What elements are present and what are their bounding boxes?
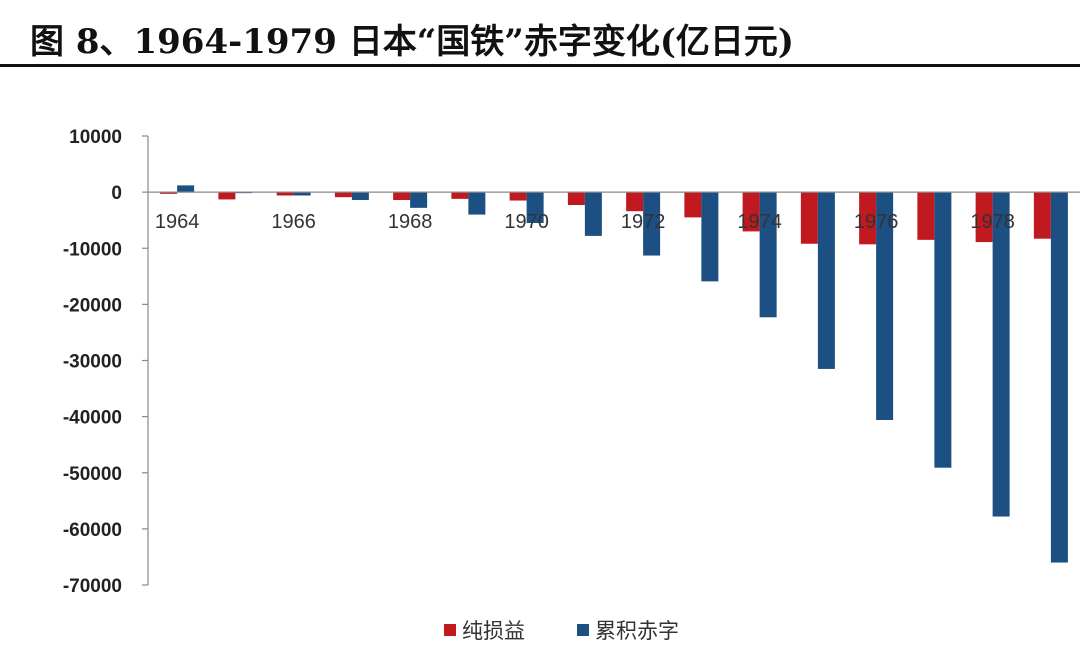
x-tick-label: 1966: [271, 211, 316, 233]
y-tick-label: -70000: [63, 576, 122, 597]
x-axis-tick-labels: 1964 1966 1968 1970 1972 1974 1976 1978: [155, 211, 1015, 233]
legend-label-net-profit-loss: 纯损益: [462, 619, 525, 643]
bar-net-profit-loss-1970: [509, 192, 527, 201]
bar-cumulative-deficit-1974: [759, 192, 777, 318]
bar-cumulative-deficit-1979: [1050, 192, 1068, 563]
x-tick-label: 1978: [970, 211, 1015, 233]
bar-net-profit-loss-1972: [626, 192, 644, 212]
axes-layer: [142, 135, 1080, 586]
bar-net-profit-loss-1979: [1033, 192, 1051, 239]
bar-net-profit-loss-1965: [218, 192, 236, 200]
legend-label-cumulative-deficit: 累积赤字: [595, 619, 679, 643]
bar-net-profit-loss-1975: [800, 192, 818, 244]
y-tick-label: -20000: [63, 295, 122, 316]
y-axis-tick-labels: 10000 0 -10000 -20000 -30000 -40000 -50000 -600…: [63, 127, 122, 597]
x-tick-label: 1974: [737, 211, 782, 233]
bar-cumulative-deficit-1978: [992, 192, 1010, 517]
x-tick-label: 1964: [155, 211, 200, 233]
bar-cumulative-deficit-1970: [526, 192, 544, 223]
x-tick-label: 1970: [504, 211, 549, 233]
y-tick-label: -50000: [63, 464, 122, 485]
bar-cumulative-deficit-1971: [584, 192, 602, 236]
bar-cumulative-deficit-1972: [643, 192, 661, 256]
x-tick-label: 1968: [388, 211, 433, 233]
bar-net-profit-loss-1964: [160, 192, 178, 194]
bar-cumulative-deficit-1968: [410, 192, 428, 208]
y-tick-label: 10000: [69, 127, 122, 148]
bar-net-profit-loss-1976: [859, 192, 877, 245]
y-tick-label: -60000: [63, 520, 122, 541]
y-tick-label: 0: [111, 183, 122, 204]
bar-cumulative-deficit-1975: [817, 192, 835, 369]
legend: 纯损益 累积赤字: [444, 619, 679, 643]
y-tick-label: -30000: [63, 352, 122, 373]
bar-net-profit-loss-1969: [451, 192, 469, 199]
bar-net-profit-loss-1971: [567, 192, 585, 206]
bar-net-profit-loss-1967: [334, 192, 352, 198]
x-tick-label: 1976: [854, 211, 899, 233]
bar-cumulative-deficit-1969: [468, 192, 486, 215]
bar-net-profit-loss-1977: [917, 192, 935, 240]
bar-cumulative-deficit-1966: [293, 192, 311, 196]
bar-cumulative-deficit-1976: [876, 192, 894, 420]
bar-cumulative-deficit-1964: [177, 185, 195, 193]
figure-title: 图 8、1964-1979 日本“国铁”赤字变化(亿日元): [30, 22, 794, 62]
x-tick-label: 1972: [621, 211, 666, 233]
legend-swatch-net-profit-loss: [444, 624, 456, 636]
y-tick-label: -40000: [63, 408, 122, 429]
title-divider: [0, 64, 1080, 67]
bar-net-profit-loss-1978: [975, 192, 993, 243]
bars-layer: [160, 185, 1068, 563]
legend-swatch-cumulative-deficit: [577, 624, 589, 636]
bar-cumulative-deficit-1977: [934, 192, 952, 468]
bar-cumulative-deficit-1967: [351, 192, 369, 200]
bar-net-profit-loss-1966: [276, 192, 294, 196]
bar-net-profit-loss-1968: [393, 192, 411, 200]
bar-net-profit-loss-1973: [684, 192, 702, 218]
bar-cumulative-deficit-1973: [701, 192, 719, 282]
bar-net-profit-loss-1974: [742, 192, 760, 232]
y-tick-label: -10000: [63, 239, 122, 260]
